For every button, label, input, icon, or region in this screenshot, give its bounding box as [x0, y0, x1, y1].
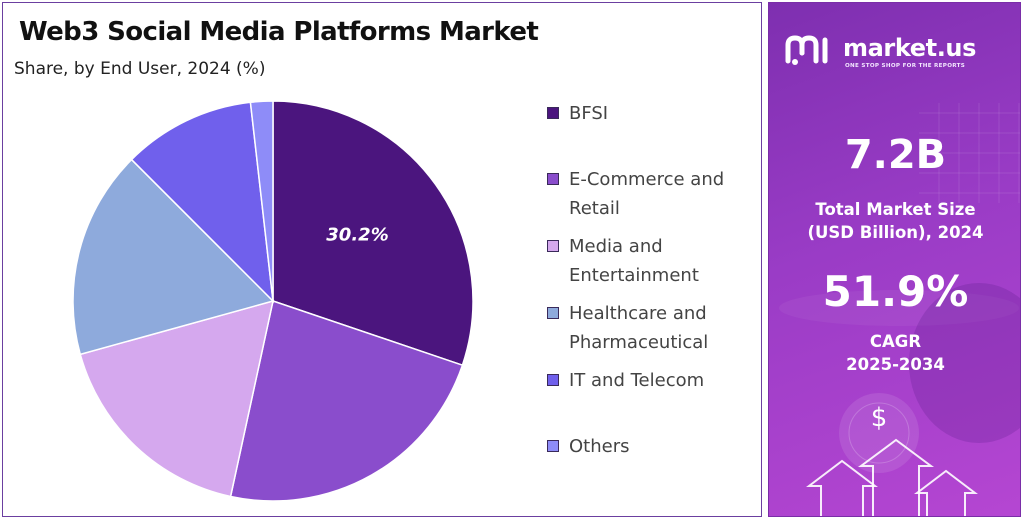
legend-label-line: Media and: [569, 236, 663, 257]
legend-label-line: E-Commerce and: [569, 169, 725, 190]
dollar-icon: $: [870, 403, 888, 433]
legend-label-line: Retail: [569, 198, 620, 219]
legend-label-line: IT and Telecom: [569, 370, 705, 391]
chart-panel: Web3 Social Media Platforms Market Share…: [2, 2, 762, 517]
pie-slice-healthcare-and-pharmaceutical: [72, 158, 275, 356]
pie-slice-it-and-telecom: [130, 101, 274, 304]
chart-title: Web3 Social Media Platforms Market: [19, 17, 539, 47]
market-us-logo-icon: [785, 35, 828, 65]
legend-swatch: [547, 173, 559, 185]
pie-slice-others: [249, 100, 274, 302]
brand-logo: market.us ONE STOP SHOP FOR THE REPORTS: [785, 31, 1005, 71]
legend-swatch: [547, 107, 559, 119]
cagr-value: 51.9%: [822, 267, 969, 316]
legend-label-line: Entertainment: [569, 265, 699, 286]
brand-tagline: ONE STOP SHOP FOR THE REPORTS: [845, 63, 966, 69]
summary-panel: market.us ONE STOP SHOP FOR THE REPORTS …: [768, 2, 1021, 517]
legend-label: BFSI: [569, 99, 769, 128]
chart-subtitle: Share, by End User, 2024 (%): [14, 59, 266, 79]
pie-slice-media-and-entertainment: [79, 299, 274, 498]
background-decoration: [779, 103, 1020, 516]
pie-chart: 30.2%: [72, 100, 474, 502]
pie-slice-e-commerce-and-retail: [229, 300, 464, 502]
legend-label: IT and Telecom: [569, 366, 769, 395]
cagr-label-line2: 2025-2034: [846, 355, 945, 374]
market-size-value: 7.2B: [844, 132, 947, 178]
market-size-label-line2: (USD Billion), 2024: [807, 223, 984, 242]
legend-label: Others: [569, 432, 769, 461]
cagr-label-line1: CAGR: [869, 332, 922, 351]
legend-swatch: [547, 307, 559, 319]
brand-name: market.us: [843, 34, 976, 62]
legend-swatch: [547, 240, 559, 252]
legend-label: Media and Entertainment: [569, 232, 769, 290]
legend-swatch: [547, 440, 559, 452]
legend-label-line: Others: [569, 436, 630, 457]
legend-label: Healthcare and Pharmaceutical: [569, 299, 769, 357]
legend-label-line: Pharmaceutical: [569, 332, 709, 353]
data-label: 30.2%: [326, 224, 388, 245]
market-size-label-line1: Total Market Size: [815, 200, 976, 219]
legend-label-line: BFSI: [569, 103, 609, 124]
legend-label-line: Healthcare and: [569, 303, 707, 324]
legend-swatch: [547, 374, 559, 386]
pie-slice-bfsi: [272, 100, 474, 367]
legend-label: E-Commerce and Retail: [569, 165, 769, 223]
arrow-up-icon: [806, 438, 978, 516]
